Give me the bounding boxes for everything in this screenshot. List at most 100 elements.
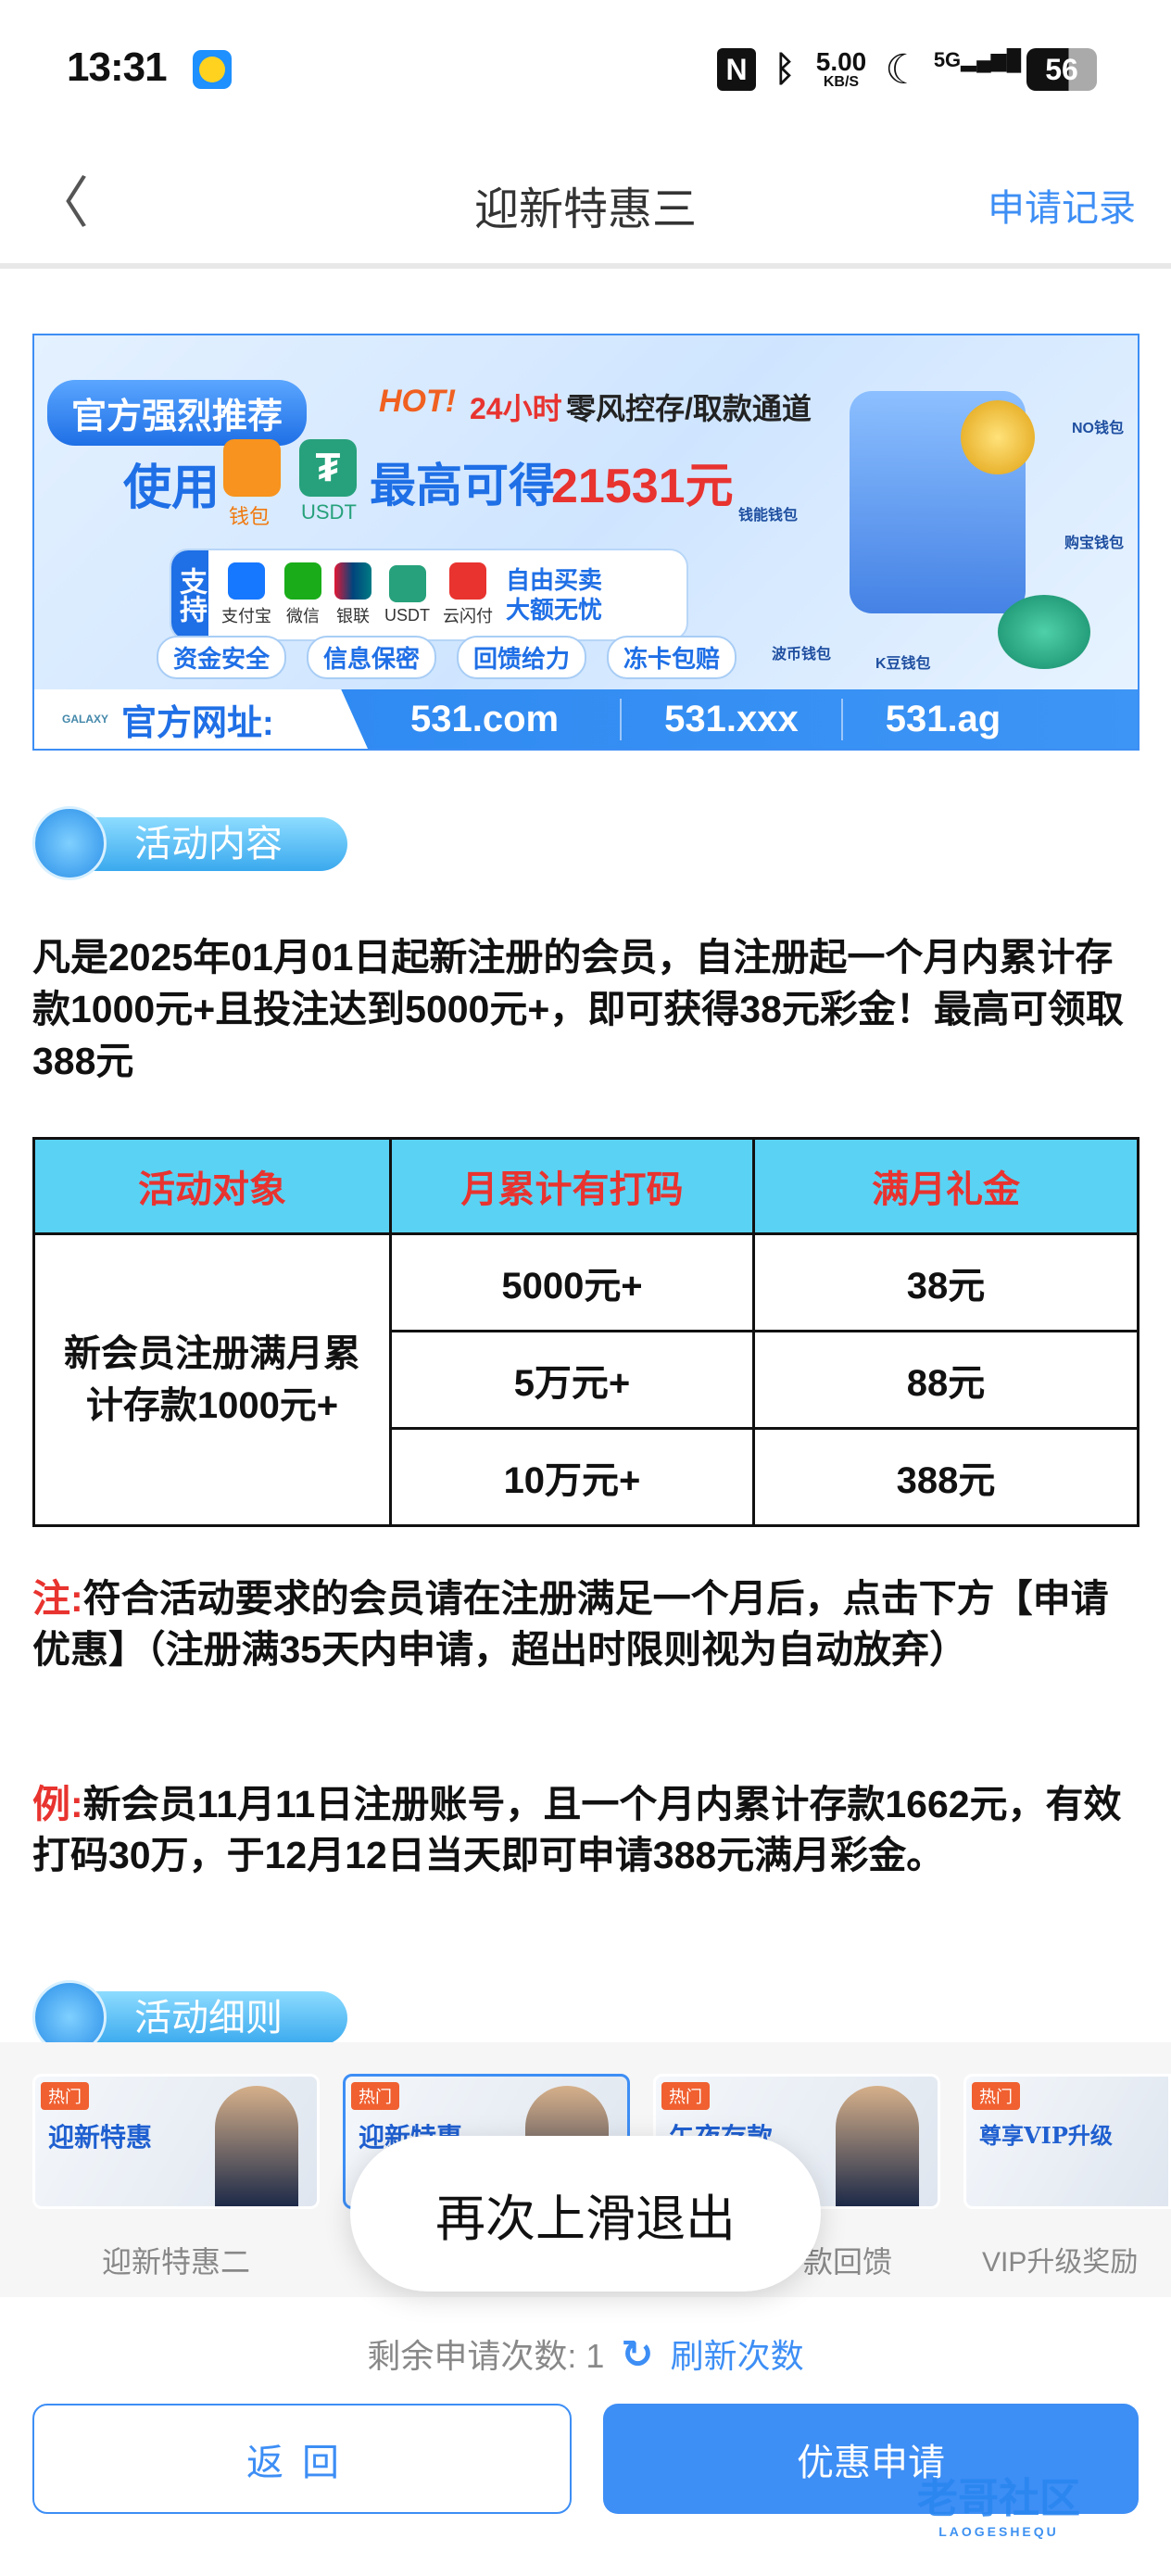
table-header-row: 活动对象 月累计有打码 满月礼金 — [32, 1137, 1140, 1235]
feature-tags: 资金安全 信息保密 回馈给力 冻卡包赔 — [157, 636, 737, 679]
activity-description: 凡是2025年01月01日起新注册的会员，自注册起一个月内累计存款1000元+且… — [32, 936, 1124, 1082]
watermark: 老哥社区 LAOGESHEQU — [917, 2465, 1080, 2539]
card-label[interactable]: 迎新特惠二 — [101, 2245, 250, 2279]
column-header: 活动对象 — [32, 1137, 392, 1235]
battery-icon: 56 — [1026, 48, 1097, 91]
table-row: 10万元+ 388元 — [34, 1427, 1140, 1527]
wager-cell: 5万元+ — [389, 1330, 755, 1430]
url-link[interactable]: 531.ag — [840, 698, 1001, 740]
swipe-exit-toast: 再次上滑退出 — [350, 2136, 821, 2292]
bonus-cell: 388元 — [752, 1427, 1140, 1527]
back-chevron-icon[interactable]: 〈 — [33, 172, 89, 234]
back-button[interactable]: 返回 — [32, 2404, 572, 2514]
table-row: 5万元+ 88元 — [34, 1330, 1140, 1430]
model-image — [836, 2086, 919, 2206]
wallet-name: NO钱包 — [1072, 421, 1125, 436]
model-image — [215, 2086, 298, 2206]
galaxy-logo-icon — [32, 806, 107, 880]
wallet-name: K豆钱包 — [875, 656, 931, 672]
promo-card[interactable]: 热门尊享VIP升级 — [963, 2074, 1171, 2209]
refresh-count-link[interactable]: 刷新次数 — [670, 2337, 804, 2375]
hours-label: 24小时 — [470, 392, 562, 425]
feature-tag: 信息保密 — [307, 636, 437, 679]
example-label: 例: — [32, 1783, 83, 1825]
note-body: 符合活动要求的会员请在注册满足一个月后，点击下方【申请优惠】（注册满35天内申请… — [32, 1577, 1109, 1671]
usdt-coins-icon — [998, 595, 1090, 669]
card-label[interactable]: VIP升级奖励 — [982, 2247, 1139, 2278]
payment-methods: 支持 支付宝 微信 银联 USDT 云闪付 自由买卖 大额无忧 — [170, 549, 688, 641]
remaining-label: 剩余申请次数: 1 — [367, 2330, 604, 2378]
method-label: 银联 — [336, 607, 370, 625]
wallet-name: 波币钱包 — [772, 647, 832, 663]
feature-tag: 回馈给力 — [457, 636, 587, 679]
section-header-rules: 活动细则 — [32, 1980, 347, 2054]
apply-records-link[interactable]: 申请记录 — [988, 188, 1136, 229]
method-usdt: USDT — [384, 564, 430, 625]
net-speed: 5.00 KB/S — [808, 48, 875, 91]
method-label: 支付宝 — [221, 607, 271, 625]
method-label: USDT — [384, 605, 430, 625]
feature-tag: 冻卡包赔 — [607, 636, 737, 679]
usdt-label: USDT — [301, 500, 357, 524]
refresh-icon[interactable]: ↻ — [621, 2331, 654, 2376]
column-header: 满月礼金 — [752, 1137, 1140, 1235]
galaxy-logo: GALAXY — [62, 713, 109, 726]
wager-cell: 5000元+ — [389, 1232, 755, 1332]
nfc-icon: N — [717, 48, 756, 91]
section-title: 活动细则 — [69, 1991, 347, 2045]
section-header-content: 活动内容 — [32, 806, 347, 880]
use-label: 使用 — [123, 461, 220, 515]
large-label: 大额无忧 — [506, 596, 603, 624]
hot-badge: 热门 — [41, 2082, 89, 2110]
card-label[interactable]: 款回馈 — [802, 2245, 892, 2279]
apply-offer-button[interactable]: 优惠申请 — [603, 2404, 1139, 2514]
target-cell: 新会员注册满月累计存款1000元+ — [32, 1232, 392, 1527]
note-label: 注: — [32, 1577, 83, 1620]
wager-cell: 10万元+ — [389, 1427, 755, 1527]
network-type: 5G — [933, 48, 962, 71]
net-speed-unit: KB/S — [823, 74, 860, 90]
method-label: 云闪付 — [443, 607, 493, 625]
url-link[interactable]: 531.xxx — [620, 698, 799, 740]
wallet-icon — [223, 439, 281, 497]
url-link[interactable]: 531.com — [410, 698, 560, 739]
method-wechat: 微信 — [284, 562, 321, 627]
remaining-count: 1 — [586, 2337, 605, 2375]
channel-label: 零风控存/取款通道 — [566, 392, 812, 425]
url-label-box: GALAXY 官方网址: — [34, 689, 368, 749]
remaining-applications: 剩余申请次数: 1 ↻ 刷新次数 — [0, 2330, 1171, 2378]
max-amount: 21531元 — [551, 460, 734, 513]
card-title: 尊享VIP升级 — [979, 2122, 1113, 2149]
promo-banner[interactable]: 官方强烈推荐 HOT! 24小时 零风控存/取款通道 使用 钱包 ₮ USDT … — [32, 334, 1140, 751]
hot-label: HOT! — [379, 384, 457, 419]
moon-icon: ☾ — [885, 46, 922, 93]
support-label: 支持 — [171, 550, 208, 639]
bonus-cell: 38元 — [752, 1232, 1140, 1332]
wallet-name: 钱能钱包 — [738, 508, 799, 524]
method-unionpay: 银联 — [334, 562, 371, 627]
nav-header: 〈 迎新特惠三 申请记录 — [0, 139, 1171, 269]
column-header: 月累计有打码 — [389, 1137, 755, 1235]
watermark-text: 老哥社区 — [917, 2476, 1080, 2521]
hot-badge: 热门 — [972, 2082, 1020, 2110]
method-label: 微信 — [286, 607, 320, 625]
dollar-coin-icon — [961, 400, 1035, 474]
remaining-text: 剩余申请次数: — [367, 2337, 577, 2375]
app-notification-icon — [193, 50, 232, 89]
recommend-badge: 官方强烈推荐 — [47, 380, 308, 446]
url-label: 官方网址: — [121, 703, 274, 743]
method-quickpass: 云闪付 — [443, 562, 493, 627]
promo-card[interactable]: 热门 迎新特惠 — [32, 2074, 320, 2209]
table-row: 新会员注册满月累计存款1000元+ 5000元+ 38元 — [32, 1232, 1140, 1527]
status-bar: 13:31 N ᛒ 5.00 KB/S ☾ 5G ▂▄▆█ 56 — [0, 0, 1171, 139]
watermark-sub: LAOGESHEQU — [938, 2524, 1059, 2539]
method-alipay: 支付宝 — [221, 562, 271, 627]
free-trade-label: 自由买卖 — [506, 566, 603, 594]
wallet-name: 购宝钱包 — [1064, 536, 1125, 551]
example-body: 新会员11月11日注册账号，且一个月内累计存款1662元，有效打码30万，于12… — [32, 1783, 1122, 1876]
net-speed-value: 5.00 — [815, 47, 867, 76]
page-title: 迎新特惠三 — [473, 185, 697, 234]
example-text: 例:新会员11月11日注册账号，且一个月内累计存款1662元，有效打码30万，于… — [32, 1779, 1144, 1881]
usdt-icon: ₮ — [299, 439, 357, 497]
note-text: 注:符合活动要求的会员请在注册满足一个月后，点击下方【申请优惠】（注册满35天内… — [32, 1573, 1144, 1675]
